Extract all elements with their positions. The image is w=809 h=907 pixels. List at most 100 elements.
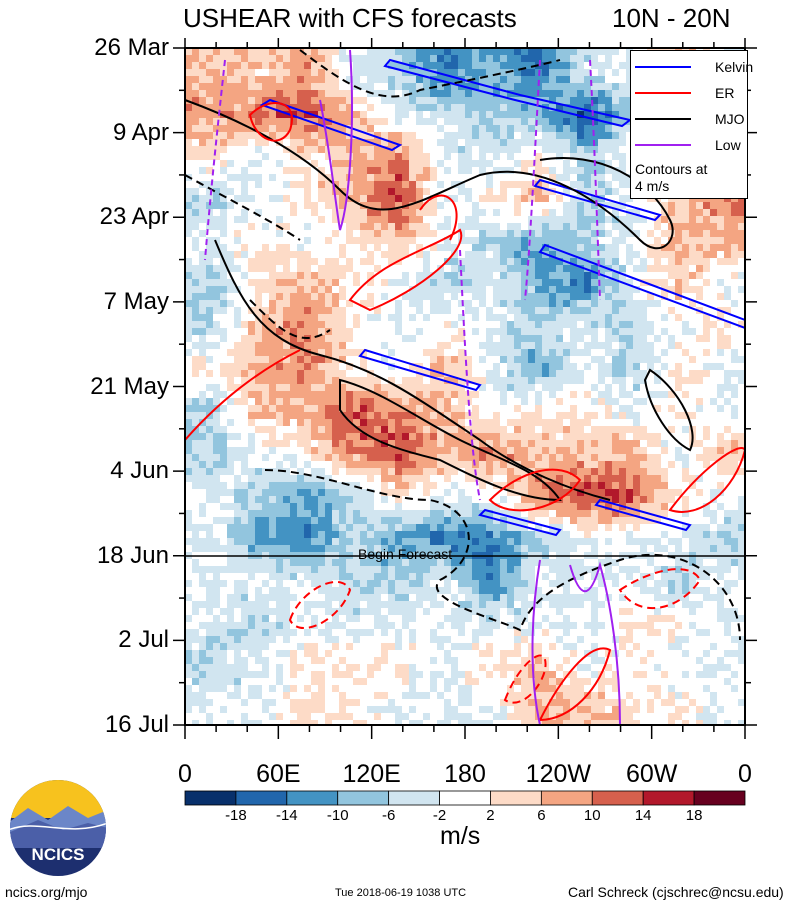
heatmap-cell bbox=[290, 230, 297, 237]
heatmap-cell bbox=[556, 356, 563, 363]
heatmap-cell bbox=[248, 426, 255, 433]
heatmap-cell bbox=[339, 258, 346, 265]
heatmap-cell bbox=[185, 279, 192, 286]
heatmap-cell bbox=[521, 251, 528, 258]
heatmap-cell bbox=[430, 90, 437, 97]
heatmap-cell bbox=[472, 244, 479, 251]
heatmap-cell bbox=[577, 90, 584, 97]
heatmap-cell bbox=[192, 293, 199, 300]
heatmap-cell bbox=[241, 83, 248, 90]
heatmap-cell bbox=[374, 293, 381, 300]
heatmap-cell bbox=[283, 279, 290, 286]
heatmap-cell bbox=[724, 335, 731, 342]
heatmap-cell bbox=[395, 433, 402, 440]
heatmap-cell bbox=[262, 69, 269, 76]
heatmap-cell bbox=[360, 160, 367, 167]
heatmap-cell bbox=[605, 125, 612, 132]
heatmap-cell bbox=[633, 377, 640, 384]
heatmap-cell bbox=[612, 454, 619, 461]
heatmap-cell bbox=[605, 328, 612, 335]
heatmap-cell bbox=[521, 461, 528, 468]
heatmap-cell bbox=[430, 370, 437, 377]
heatmap-cell bbox=[507, 139, 514, 146]
heatmap-cell bbox=[234, 307, 241, 314]
heatmap-cell bbox=[584, 370, 591, 377]
heatmap-cell bbox=[493, 223, 500, 230]
heatmap-cell bbox=[493, 419, 500, 426]
heatmap-cell bbox=[563, 314, 570, 321]
heatmap-cell bbox=[563, 160, 570, 167]
heatmap-cell bbox=[346, 314, 353, 321]
heatmap-cell bbox=[703, 391, 710, 398]
heatmap-cell bbox=[598, 475, 605, 482]
heatmap-cell bbox=[542, 76, 549, 83]
heatmap-cell bbox=[234, 384, 241, 391]
heatmap-cell bbox=[486, 223, 493, 230]
heatmap-cell bbox=[514, 111, 521, 118]
heatmap-cell bbox=[381, 447, 388, 454]
heatmap-cell bbox=[500, 209, 507, 216]
heatmap-cell bbox=[360, 69, 367, 76]
heatmap-cell bbox=[626, 181, 633, 188]
heatmap-cell bbox=[528, 363, 535, 370]
heatmap-cell bbox=[535, 132, 542, 139]
heatmap-cell bbox=[234, 272, 241, 279]
heatmap-cell bbox=[213, 440, 220, 447]
heatmap-cell bbox=[661, 426, 668, 433]
heatmap-cell bbox=[192, 195, 199, 202]
heatmap-cell bbox=[619, 370, 626, 377]
heatmap-cell bbox=[458, 300, 465, 307]
heatmap-cell bbox=[507, 188, 514, 195]
heatmap-cell bbox=[535, 244, 542, 251]
heatmap-cell bbox=[332, 244, 339, 251]
heatmap-cell bbox=[514, 440, 521, 447]
heatmap-cell bbox=[577, 426, 584, 433]
heatmap-cell bbox=[626, 419, 633, 426]
heatmap-cell bbox=[248, 300, 255, 307]
heatmap-cell bbox=[220, 244, 227, 251]
heatmap-cell bbox=[703, 405, 710, 412]
heatmap-cell bbox=[703, 272, 710, 279]
heatmap-cell bbox=[640, 363, 647, 370]
heatmap-cell bbox=[353, 426, 360, 433]
heatmap-cell bbox=[374, 83, 381, 90]
heatmap-cell bbox=[535, 160, 542, 167]
heatmap-cell bbox=[724, 468, 731, 475]
heatmap-cell bbox=[311, 363, 318, 370]
heatmap-cell bbox=[269, 370, 276, 377]
heatmap-cell bbox=[241, 286, 248, 293]
heatmap-cell bbox=[206, 265, 213, 272]
heatmap-cell bbox=[598, 181, 605, 188]
heatmap-cell bbox=[248, 321, 255, 328]
heatmap-cell bbox=[612, 160, 619, 167]
heatmap-cell bbox=[213, 314, 220, 321]
heatmap-cell bbox=[472, 286, 479, 293]
heatmap-cell bbox=[710, 335, 717, 342]
heatmap-cell bbox=[353, 454, 360, 461]
heatmap-cell bbox=[227, 279, 234, 286]
heatmap-cell bbox=[598, 454, 605, 461]
heatmap-cell bbox=[395, 83, 402, 90]
heatmap-cell bbox=[311, 391, 318, 398]
heatmap-cell bbox=[731, 293, 738, 300]
heatmap-cell bbox=[563, 223, 570, 230]
heatmap-cell bbox=[206, 160, 213, 167]
heatmap-cell bbox=[374, 104, 381, 111]
heatmap-cell bbox=[192, 440, 199, 447]
heatmap-cell bbox=[395, 223, 402, 230]
heatmap-cell bbox=[353, 349, 360, 356]
heatmap-cell bbox=[304, 300, 311, 307]
heatmap-cell bbox=[626, 69, 633, 76]
heatmap-cell bbox=[430, 111, 437, 118]
heatmap-cell bbox=[577, 181, 584, 188]
heatmap-cell bbox=[416, 321, 423, 328]
heatmap-cell bbox=[577, 104, 584, 111]
heatmap-cell bbox=[549, 251, 556, 258]
heatmap-cell bbox=[409, 405, 416, 412]
heatmap-cell bbox=[339, 230, 346, 237]
heatmap-cell bbox=[507, 167, 514, 174]
heatmap-cell bbox=[654, 286, 661, 293]
heatmap-cell bbox=[500, 69, 507, 76]
heatmap-cell bbox=[269, 279, 276, 286]
heatmap-cell bbox=[416, 181, 423, 188]
